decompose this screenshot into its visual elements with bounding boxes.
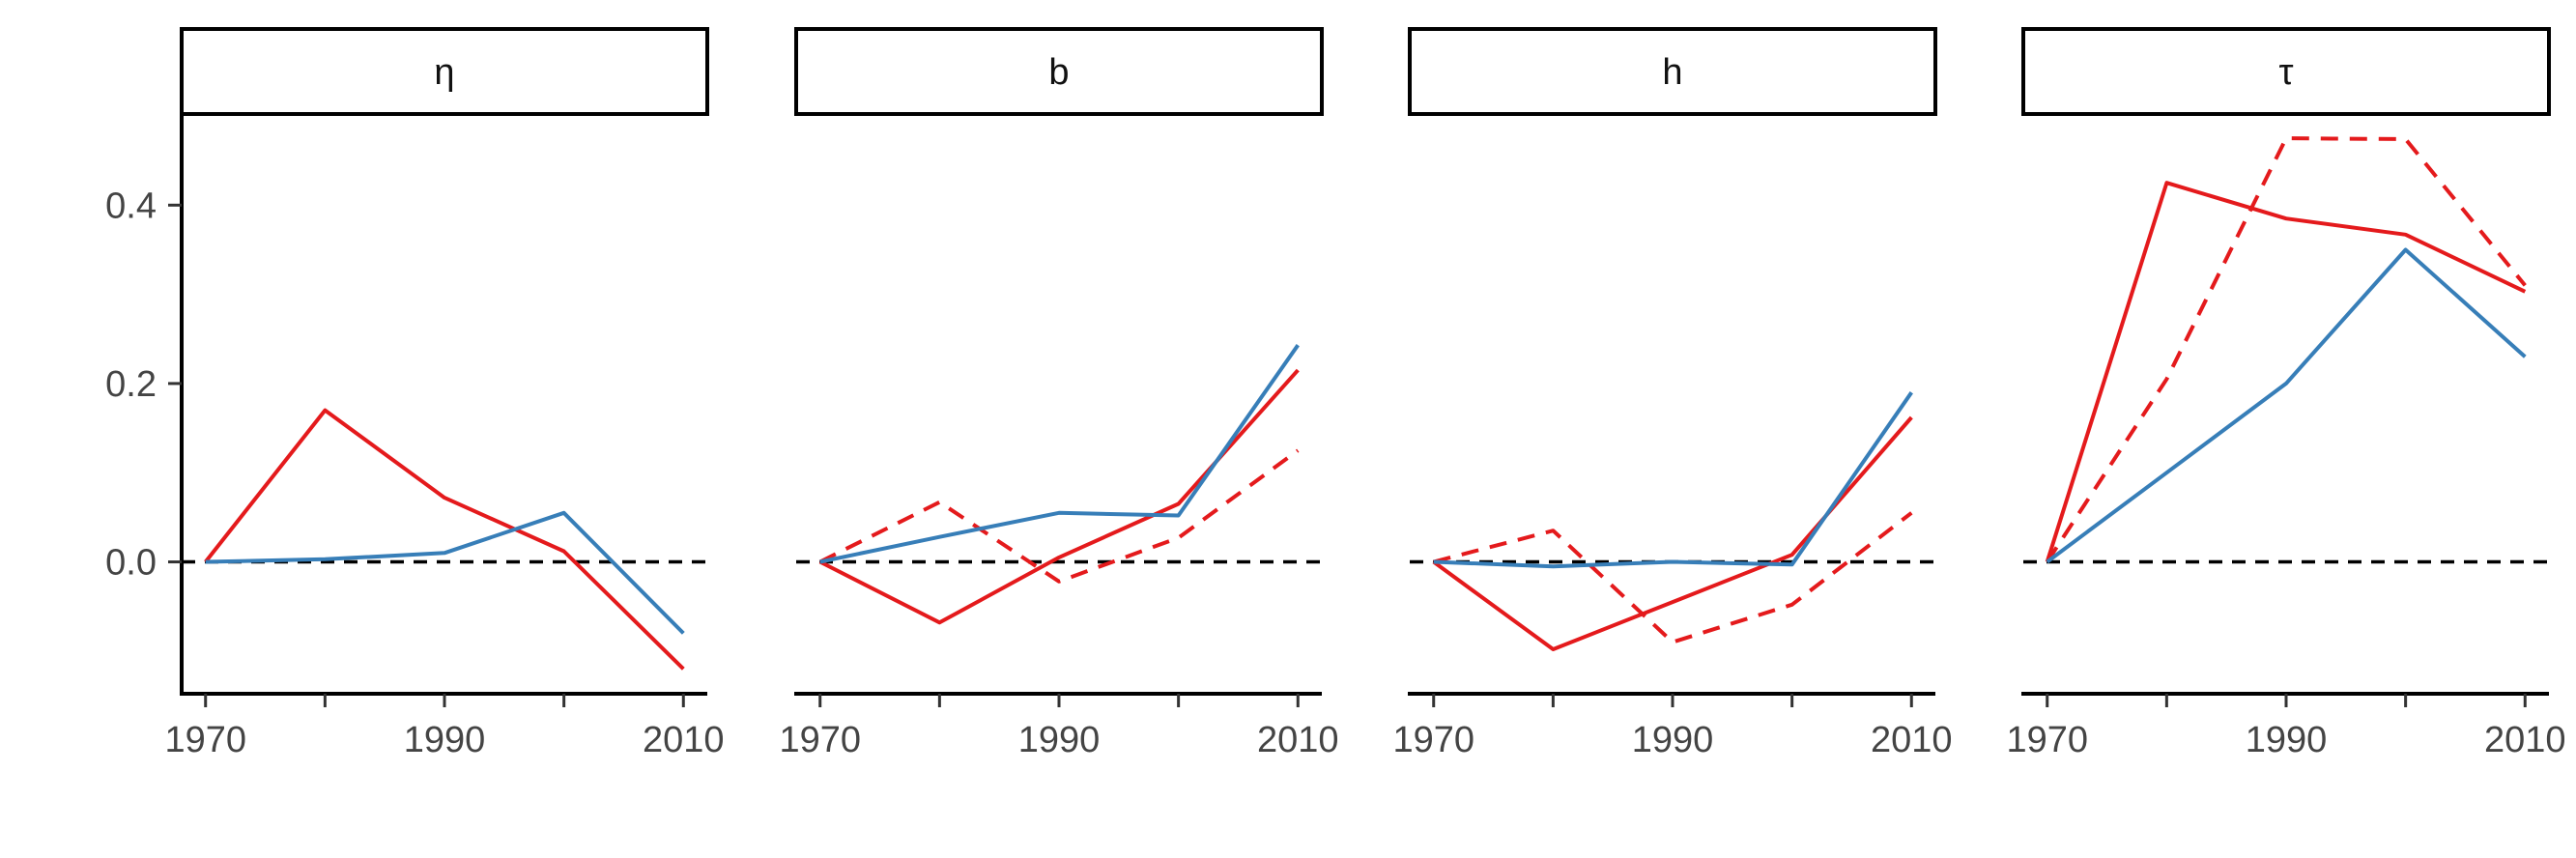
- series-line: [2046, 247, 2527, 564]
- x-tick-label: 1990: [1632, 720, 1714, 760]
- facet-panel: h 1970 1990 2010: [1392, 27, 1953, 760]
- y-tick-label: 0.0: [105, 543, 157, 584]
- x-tick-label: 1990: [2246, 720, 2328, 760]
- y-tick-label: 0.4: [105, 186, 157, 226]
- series-line: [204, 408, 685, 671]
- facet-panel: τ 1970 1990 2010: [2006, 27, 2566, 760]
- x-tick-label: 2010: [2484, 720, 2566, 760]
- x-tick-label: 1970: [1392, 720, 1474, 760]
- facet-strip-label: h: [1662, 52, 1682, 93]
- series-line-dashed: [818, 448, 1300, 584]
- facet-strip: [2021, 27, 2551, 116]
- series-line-dashed: [2046, 136, 2527, 563]
- y-axis: 0.0 0.2 0.4: [105, 116, 184, 696]
- facet-strip-label: b: [1048, 52, 1069, 93]
- series-line-dashed: [1433, 511, 1913, 644]
- facet-strip-label: η: [434, 52, 454, 93]
- series-line: [1432, 415, 1913, 651]
- facet-strip: [794, 27, 1324, 116]
- series-line: [205, 510, 685, 635]
- series-line: [2045, 181, 2527, 563]
- x-tick-label: 1990: [404, 720, 486, 760]
- series-line: [818, 368, 1300, 625]
- facet-strip: [180, 27, 709, 116]
- x-tick-label: 2010: [1871, 720, 1953, 760]
- x-tick-label: 2010: [1257, 720, 1339, 760]
- x-tick-label: 1990: [1018, 720, 1101, 760]
- series-line: [1433, 391, 1913, 569]
- x-tick-label: 1970: [2006, 720, 2088, 760]
- x-tick-label: 1970: [779, 720, 861, 760]
- x-tick-label: 2010: [643, 720, 725, 760]
- facet-panel: η 1970 1990 2010: [164, 27, 725, 760]
- x-tick-label: 1970: [164, 720, 246, 760]
- facet-strip-label: τ: [2278, 52, 2293, 93]
- facet-strip: [1408, 27, 1937, 116]
- y-tick-label: 0.2: [105, 364, 157, 405]
- facet-panel: b 1970 1990 2010: [779, 27, 1339, 760]
- series-line: [819, 344, 1300, 564]
